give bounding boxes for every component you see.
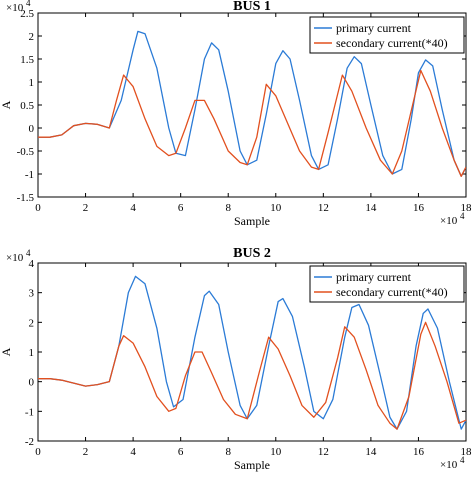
legend-label: primary current <box>336 270 412 284</box>
x-tick-label: 0 <box>35 202 41 214</box>
x-tick-label: 0 <box>35 446 41 458</box>
legend-label: secondary current(*40) <box>336 285 448 299</box>
y-multiplier: ×10 <box>6 252 24 264</box>
y-tick-label: -1 <box>25 169 34 181</box>
x-tick-label: 16 <box>413 202 425 214</box>
x-tick-label: 10 <box>270 202 282 214</box>
x-tick-label: 8 <box>225 446 231 458</box>
x-tick-label: 14 <box>365 202 377 214</box>
y-tick-label: 0.5 <box>20 100 34 112</box>
x-tick-label: 16 <box>413 446 425 458</box>
series-line-secondary-current <box>38 69 466 177</box>
x-tick-label: 10 <box>270 446 282 458</box>
y-tick-label: 2 <box>29 317 35 329</box>
y-tick-label: 4 <box>29 258 35 270</box>
y-multiplier-exponent: 4 <box>26 248 31 258</box>
x-tick-label: 14 <box>365 446 377 458</box>
y-tick-label: -1 <box>25 406 34 418</box>
y-tick-label: -2 <box>25 436 34 448</box>
x-tick-label: 12 <box>318 446 329 458</box>
y-tick-label: 0 <box>29 123 35 135</box>
x-multiplier-exponent: 4 <box>460 211 465 221</box>
series-line-secondary-current <box>38 321 466 430</box>
series-line-primary-current <box>38 30 466 177</box>
chart-title: BUS 2 <box>233 246 271 261</box>
x-multiplier: ×10 <box>440 215 458 227</box>
y-multiplier: ×10 <box>6 2 24 14</box>
x-tick-label: 2 <box>83 446 89 458</box>
x-tick-label: 18 <box>461 446 473 458</box>
y-tick-label: -0.5 <box>17 146 35 158</box>
y-tick-label: -1.5 <box>17 192 35 204</box>
x-tick-label: 8 <box>225 202 231 214</box>
legend-box <box>309 265 465 303</box>
x-tick-label: 4 <box>130 446 136 458</box>
x-tick-label: 2 <box>83 202 89 214</box>
y-tick-label: 0 <box>29 377 35 389</box>
legend-label: secondary current(*40) <box>336 36 448 50</box>
y-tick-label: 1.5 <box>20 54 34 66</box>
y-tick-label: 3 <box>29 288 35 300</box>
x-tick-label: 6 <box>178 202 184 214</box>
x-tick-label: 18 <box>461 202 473 214</box>
y-tick-label: 1 <box>29 347 35 359</box>
x-axis-label: Sample <box>234 214 270 228</box>
x-tick-label: 12 <box>318 202 329 214</box>
legend-label: primary current <box>336 21 412 35</box>
chart-panel-1: BUS 1 -1.5 -1 -0.5 0 0.5 1 1.5 2 2.5 0 2 4 6 8 10 12 14 16… <box>0 0 472 228</box>
legend-box <box>309 16 465 54</box>
y-tick-label: 2.5 <box>20 8 34 20</box>
chart-title: BUS 1 <box>233 0 271 14</box>
x-multiplier-exponent: 4 <box>460 455 465 465</box>
x-tick-label: 6 <box>178 446 184 458</box>
x-multiplier: ×10 <box>440 459 458 471</box>
y-axis-label: A <box>0 347 13 356</box>
series-line-primary-current <box>38 275 466 430</box>
y-tick-label: 1 <box>29 77 35 89</box>
y-multiplier-exponent: 4 <box>26 0 31 8</box>
x-axis-label: Sample <box>234 458 270 472</box>
x-tick-label: 4 <box>130 202 136 214</box>
y-tick-label: 2 <box>29 31 35 43</box>
y-axis-label: A <box>0 100 13 109</box>
